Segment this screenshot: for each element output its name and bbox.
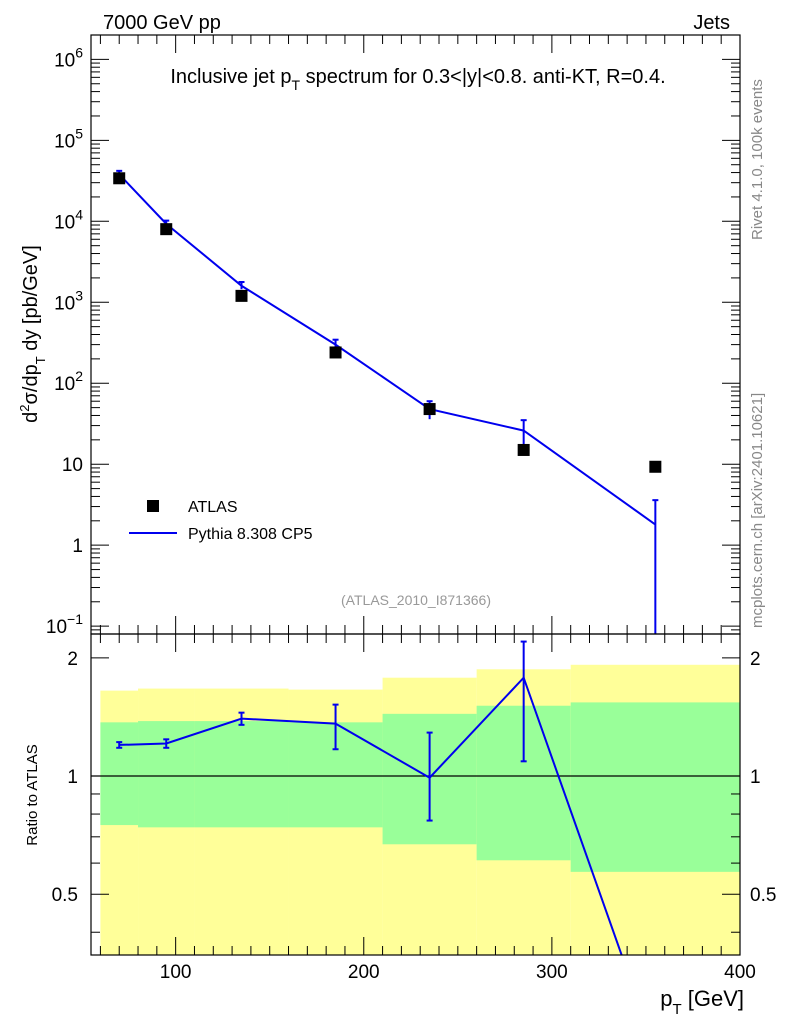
- energy-label: 7000 GeV pp: [103, 12, 221, 34]
- y-tick-label: 10: [62, 455, 83, 476]
- legend-atlas-label: ATLAS: [188, 499, 238, 516]
- ratio-panel: 100 200 300 400 0.5 0.5 1 1 2 2 Ratio to ATLAS pT…: [24, 633, 776, 1018]
- atlas-point: [235, 289, 248, 302]
- ratio-y-axis-label: Ratio to ATLAS: [24, 744, 41, 845]
- ratio-frame: [90, 633, 741, 956]
- spectrum-y-axis-label: d2σ/dpT dy [pb/GeV]: [17, 245, 48, 423]
- y-tick-label: 106: [54, 44, 83, 71]
- y-tick-label: 104: [54, 206, 83, 233]
- x-tick-label: 400: [724, 962, 756, 983]
- analysis-watermark: (ATLAS_2010_I871366): [341, 592, 491, 608]
- y-tick-label: 10−1: [46, 611, 83, 638]
- ratio-y-tick-label-right: 1: [750, 767, 761, 788]
- ratio-y-tick-label: 0.5: [52, 885, 78, 906]
- spectrum-title: Inclusive jet pT spectrum for 0.3<|y|<0.…: [170, 66, 665, 93]
- uncertainty-band-inner: [194, 721, 289, 828]
- mcplots-label: mcplots.cern.ch [arXiv:2401.10621]: [749, 393, 766, 628]
- ratio-y-tick-label: 2: [67, 649, 78, 670]
- process-label: Jets: [693, 12, 730, 34]
- spectrum-frame: [90, 34, 741, 635]
- ratio-y-tick-label-right: 0.5: [750, 885, 776, 906]
- x-tick-label: 100: [160, 962, 192, 983]
- y-tick-label: 105: [54, 125, 83, 152]
- ratio-y-tick-label: 1: [67, 767, 78, 788]
- ratio-y-tick-label-right: 2: [750, 649, 761, 670]
- x-tick-label: 200: [348, 962, 380, 983]
- atlas-point: [517, 443, 530, 456]
- y-tick-label: 102: [54, 368, 83, 395]
- x-axis-label: pT [GeV]: [660, 986, 744, 1018]
- legend-atlas-marker: [147, 500, 159, 512]
- spectrum-panel: 10−1 1 10 102 103 104 105 106 Inclusive jet pT …: [17, 34, 741, 638]
- legend-pythia-label: Pythia 8.308 CP5: [188, 526, 313, 543]
- y-tick-label: 103: [54, 287, 83, 314]
- pythia-line: [118, 173, 656, 526]
- atlas-point: [423, 403, 436, 416]
- y-tick-label: 1: [72, 536, 83, 557]
- legend: ATLAS Pythia 8.308 CP5: [129, 499, 313, 543]
- uncertainty-band-inner: [570, 702, 740, 872]
- rivet-version-label: Rivet 4.1.0, 100k events: [749, 79, 766, 240]
- atlas-point: [649, 460, 662, 473]
- atlas-point: [160, 223, 173, 236]
- atlas-point: [113, 172, 126, 185]
- x-tick-label: 300: [536, 962, 568, 983]
- atlas-point: [329, 346, 342, 359]
- uncertainty-band-inner: [100, 722, 139, 826]
